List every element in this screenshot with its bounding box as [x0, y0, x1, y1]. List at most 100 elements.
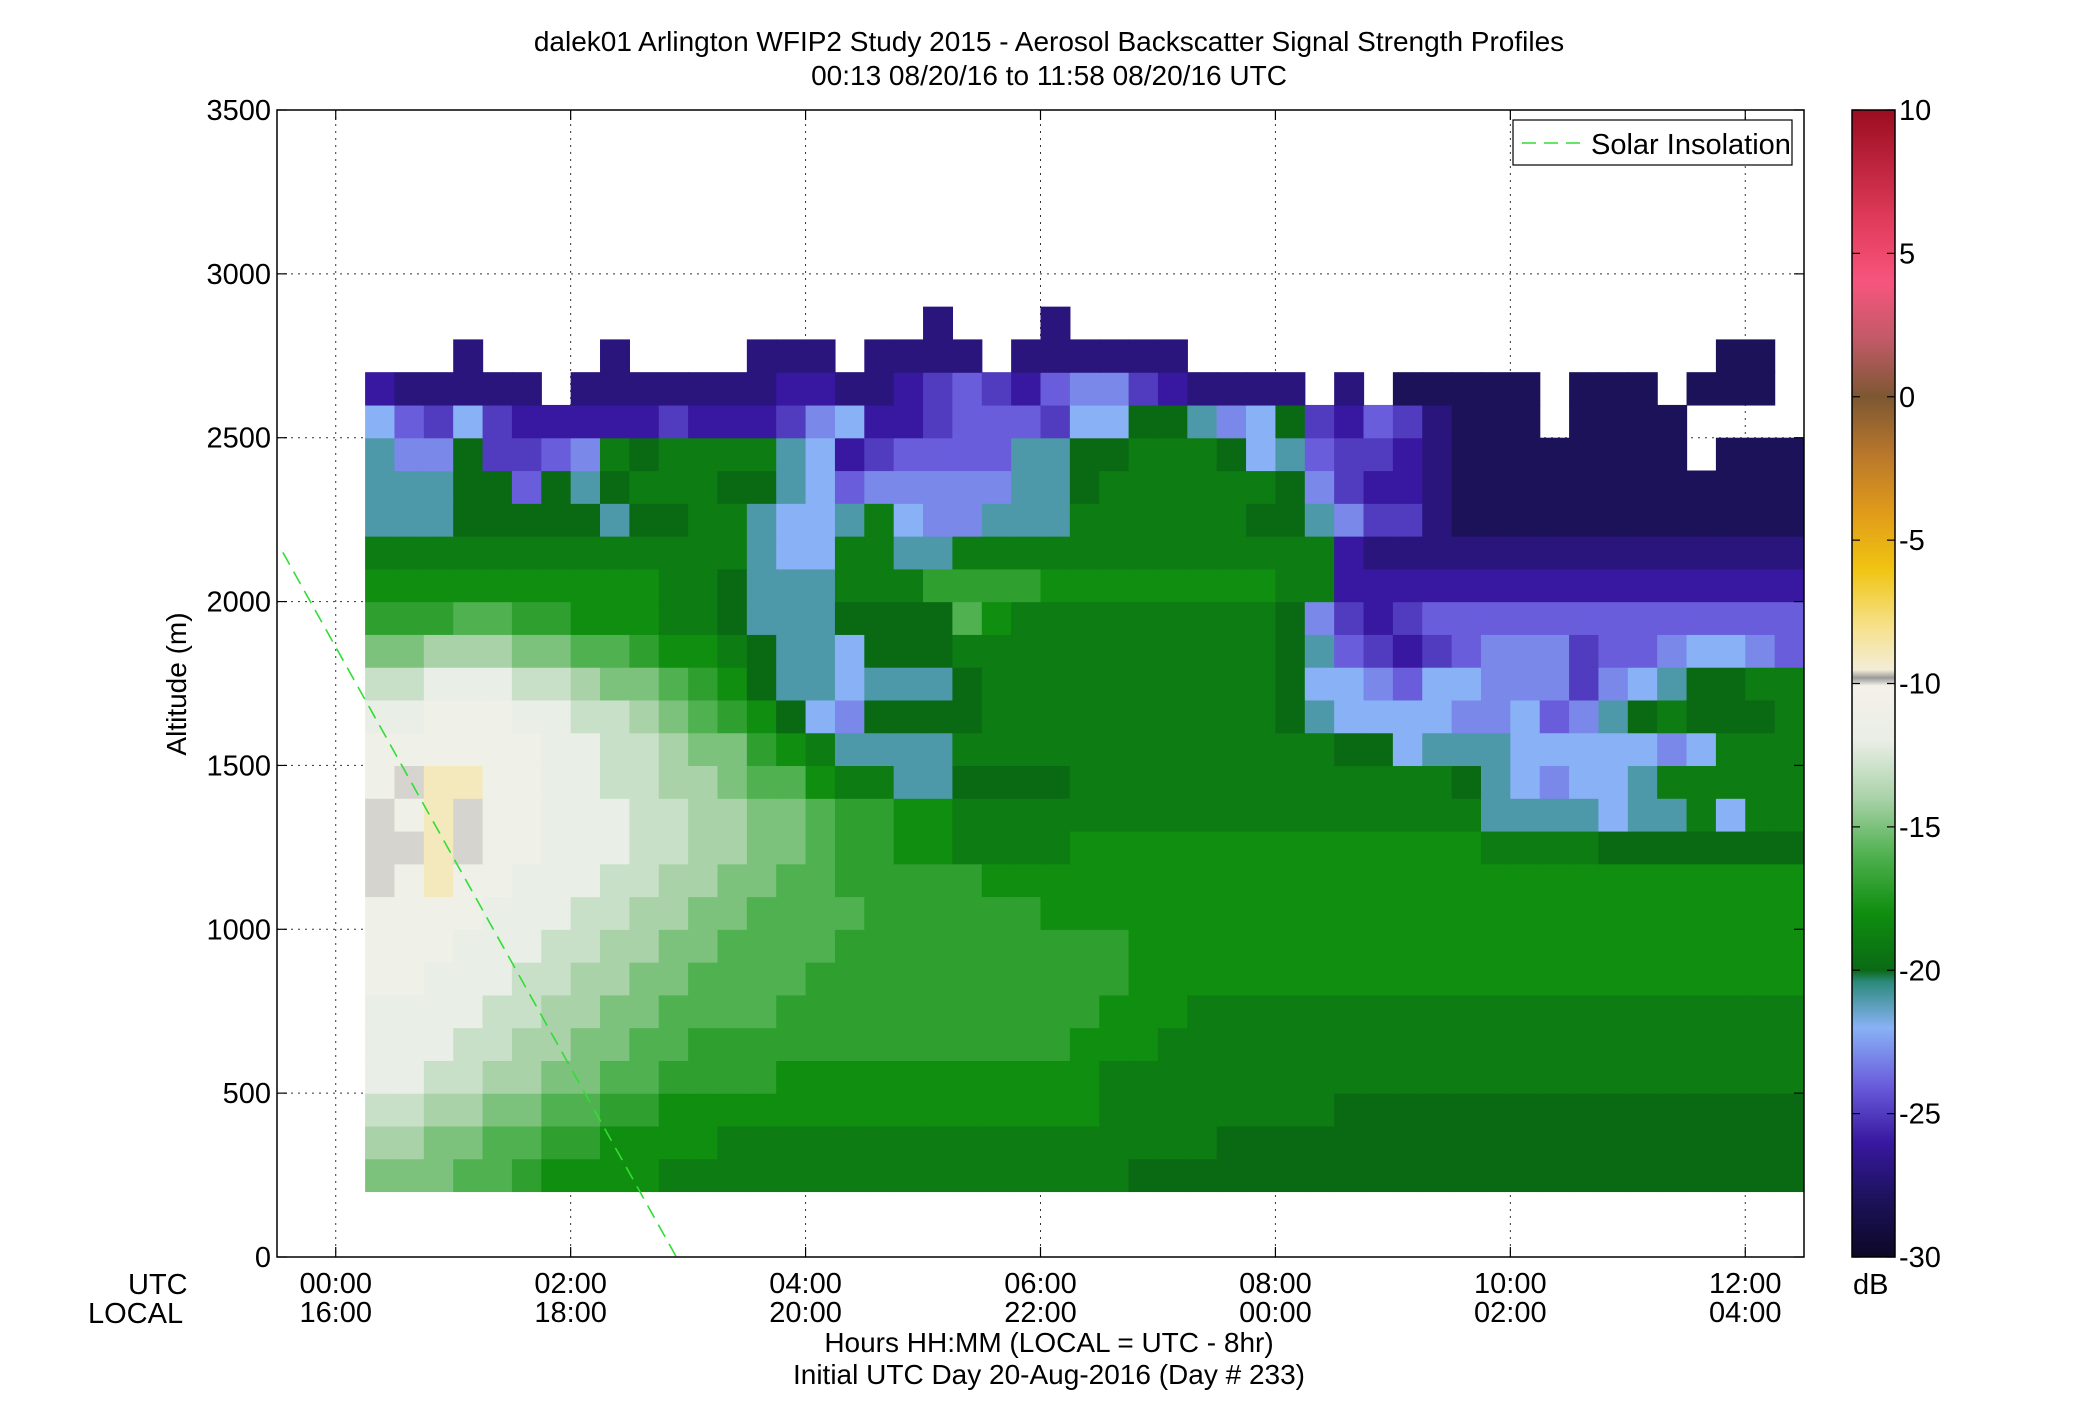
- heatmap-cell: [923, 994, 954, 1029]
- heatmap-cell: [1569, 1125, 1600, 1160]
- heatmap-cell: [893, 568, 924, 603]
- heatmap-cell: [511, 798, 542, 832]
- heatmap-cell: [1216, 994, 1247, 1029]
- heatmap-cell: [1246, 765, 1277, 799]
- heatmap-cell: [1040, 536, 1071, 570]
- heatmap-cell: [1715, 339, 1746, 373]
- heatmap-cell: [1187, 1027, 1218, 1061]
- heatmap-cell: [1040, 994, 1071, 1029]
- heatmap-cell: [541, 667, 572, 701]
- heatmap-cell: [482, 634, 513, 668]
- heatmap-cell: [1392, 699, 1423, 734]
- heatmap-cell: [1480, 437, 1511, 472]
- heatmap-cell: [834, 1060, 865, 1094]
- heatmap-cell: [1627, 765, 1658, 799]
- heatmap-cell: [923, 667, 954, 701]
- heatmap-cell: [1569, 962, 1600, 996]
- heatmap-cell: [1510, 536, 1541, 570]
- heatmap-cell: [1569, 994, 1600, 1029]
- heatmap-cell: [1598, 1125, 1629, 1160]
- heatmap-cell: [776, 1027, 807, 1061]
- heatmap-cell: [1539, 437, 1570, 472]
- heatmap-cell: [923, 339, 954, 373]
- heatmap-cell: [1334, 404, 1365, 439]
- heatmap-cell: [1157, 667, 1188, 701]
- heatmap-cell: [570, 470, 601, 504]
- heatmap-cell: [600, 830, 630, 865]
- heatmap-cell: [1627, 929, 1658, 963]
- heatmap-cell: [1569, 1060, 1600, 1094]
- heatmap-cell: [717, 667, 748, 701]
- heatmap-cell: [1774, 601, 1804, 635]
- heatmap-cell: [1686, 929, 1717, 963]
- heatmap-cell: [1539, 699, 1570, 734]
- heatmap-cell: [1392, 1027, 1423, 1061]
- heatmap-cell: [1422, 1093, 1453, 1127]
- heatmap-cell: [1569, 503, 1600, 537]
- heatmap-cell: [1392, 830, 1423, 865]
- heatmap-cell: [541, 699, 572, 734]
- heatmap-cell: [1392, 601, 1423, 635]
- heatmap-cell: [1304, 896, 1335, 930]
- heatmap-cell: [1187, 667, 1218, 701]
- heatmap-cell: [1011, 699, 1042, 734]
- heatmap-cell: [952, 732, 983, 767]
- heatmap-cell: [1363, 699, 1394, 734]
- heatmap-cell: [1715, 1027, 1746, 1061]
- heatmap-cell: [1363, 536, 1394, 570]
- heatmap-cell: [717, 1158, 748, 1193]
- heatmap-cell: [423, 536, 454, 570]
- heatmap-cell: [1275, 667, 1306, 701]
- heatmap-cell: [1510, 503, 1541, 537]
- heatmap-cell: [658, 1125, 689, 1160]
- heatmap-cell: [1539, 732, 1570, 767]
- heatmap-cell: [365, 536, 396, 570]
- heatmap-cell: [981, 732, 1012, 767]
- heatmap-cell: [453, 634, 484, 668]
- heatmap-cell: [1745, 667, 1776, 701]
- heatmap-cell: [834, 830, 865, 865]
- heatmap-cell: [1627, 994, 1658, 1029]
- heatmap-cell: [1363, 994, 1394, 1029]
- heatmap-cell: [1363, 1060, 1394, 1094]
- heatmap-cell: [423, 667, 454, 701]
- heatmap-cell: [923, 470, 954, 504]
- heatmap-cell: [1804, 667, 1834, 700]
- heatmap-cell: [1480, 732, 1511, 767]
- heatmap-cell: [394, 962, 425, 996]
- heatmap-cell: [981, 536, 1012, 570]
- heatmap-cell: [1480, 699, 1511, 734]
- heatmap-cell: [511, 470, 542, 504]
- heatmap-cell: [394, 568, 425, 603]
- heatmap-cell: [1774, 667, 1804, 701]
- heatmap-cell: [570, 863, 601, 898]
- heatmap-cell: [423, 699, 454, 734]
- heatmap-cell: [1451, 1125, 1482, 1160]
- heatmap-cell: [834, 634, 865, 668]
- y-tick-label: 1500: [206, 750, 271, 782]
- heatmap-cell: [1451, 536, 1482, 570]
- heatmap-cell: [1275, 1093, 1306, 1127]
- heatmap-cell: [1686, 732, 1717, 767]
- heatmap-cell: [1099, 568, 1130, 603]
- heatmap-cell: [1804, 1060, 1834, 1093]
- heatmap-cell: [1510, 1027, 1541, 1061]
- heatmap-cell: [1627, 634, 1658, 668]
- heatmap-cell: [394, 1158, 425, 1193]
- heatmap-cell: [365, 1027, 396, 1061]
- heatmap-cell: [1363, 601, 1394, 635]
- heatmap-cell: [365, 437, 396, 472]
- heatmap-cell: [570, 634, 601, 668]
- heatmap-cell: [923, 1060, 954, 1094]
- heatmap-cell: [1569, 536, 1600, 570]
- heatmap-cell: [1480, 1093, 1511, 1127]
- heatmap-cell: [717, 404, 748, 439]
- heatmap-cell: [1715, 798, 1746, 832]
- heatmap-cell: [1715, 470, 1746, 504]
- heatmap-cell: [746, 994, 777, 1029]
- heatmap-cell: [1657, 732, 1688, 767]
- heatmap-cell: [1128, 929, 1159, 963]
- heatmap-cell: [658, 536, 689, 570]
- heatmap-cell: [923, 601, 954, 635]
- heatmap-cell: [1451, 503, 1482, 537]
